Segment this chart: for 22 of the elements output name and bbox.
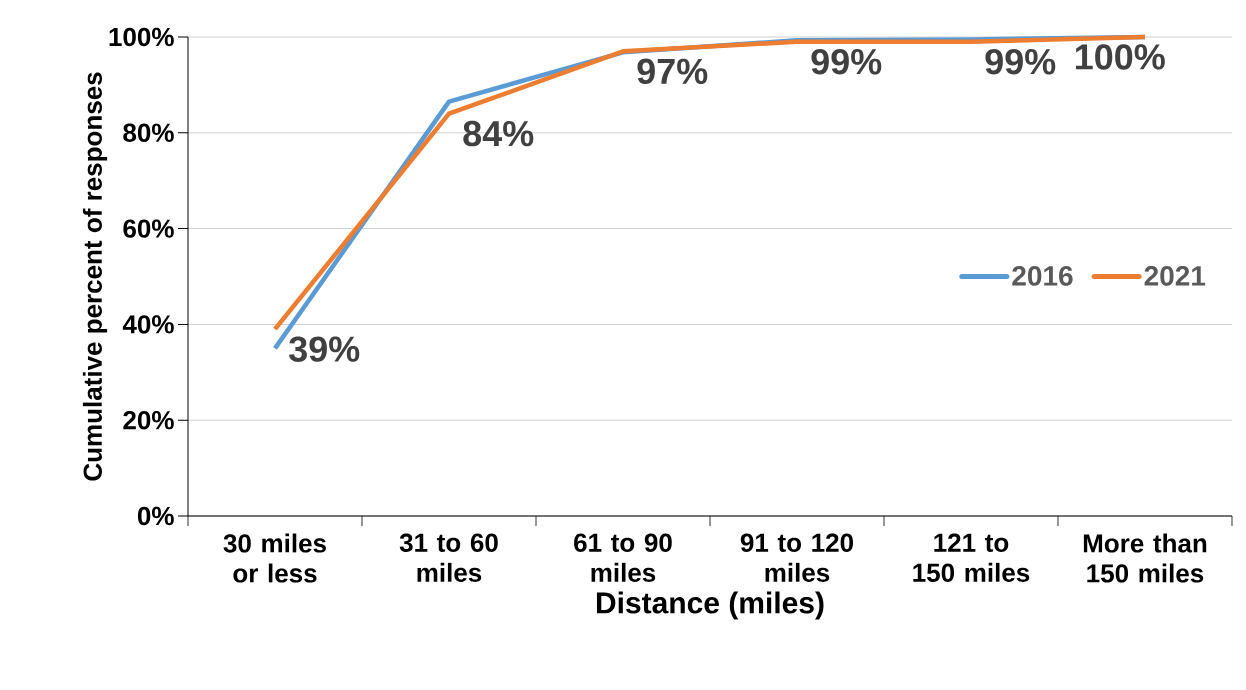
legend-label: 2021 bbox=[1144, 265, 1206, 286]
data-label: 99% bbox=[985, 48, 1056, 75]
x-tick-label: 31 to 60 miles bbox=[399, 533, 498, 582]
x-tick-label: 61 to 90 miles bbox=[574, 533, 672, 582]
x-tick-label: 91 to 120 miles bbox=[740, 533, 853, 582]
data-label: 99% bbox=[811, 48, 882, 75]
y-axis-title: Cumulative percent of responses bbox=[82, 72, 108, 481]
y-tick-label: 0% bbox=[137, 506, 174, 526]
data-label: 100% bbox=[1075, 44, 1165, 70]
x-tick-label: 30 miles or less bbox=[223, 533, 326, 583]
y-tick-label: 80% bbox=[123, 123, 174, 142]
y-tick-label: 20% bbox=[123, 410, 174, 430]
data-label: 39% bbox=[289, 336, 360, 362]
x-axis-title: Distance (miles) bbox=[596, 591, 824, 620]
y-tick-label: 40% bbox=[122, 315, 174, 334]
legend-label: 2016 bbox=[1012, 265, 1073, 286]
y-tick-label: 60% bbox=[123, 219, 174, 238]
data-label: 84% bbox=[463, 120, 534, 147]
data-label: 97% bbox=[637, 58, 708, 85]
x-tick-label: More than 150 miles bbox=[1083, 533, 1207, 583]
x-tick-label: 121 to 150 miles bbox=[913, 533, 1030, 582]
y-tick-label: 100% bbox=[109, 27, 174, 47]
